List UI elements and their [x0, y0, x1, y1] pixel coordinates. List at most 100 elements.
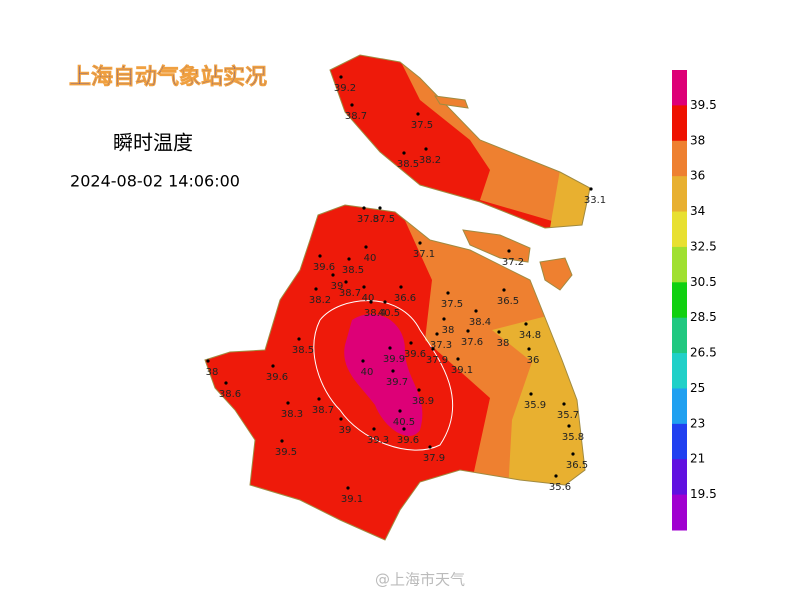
- station-value: 37.9: [423, 453, 445, 464]
- station-value: 33.1: [584, 195, 606, 206]
- legend-swatch: [672, 105, 687, 142]
- station-dot: [507, 249, 511, 253]
- station-value: 39.6: [313, 262, 335, 273]
- legend: 39.5 38 36 34 32.5 30.5 28.5 26.5 25 23 21 19.5: [672, 70, 717, 531]
- legend-label: 19.5: [690, 487, 717, 501]
- legend-swatch: [672, 70, 687, 106]
- legend-label: 25: [690, 381, 705, 395]
- legend-swatch: [672, 282, 687, 319]
- station-value: 37.2: [502, 257, 524, 268]
- station-dot: [362, 285, 366, 289]
- station-dot: [554, 474, 558, 478]
- legend-swatch: [672, 211, 687, 248]
- timestamp: 2024-08-02 14:06:00: [70, 172, 240, 191]
- station-dot: [224, 381, 228, 385]
- station-value: 37.3: [430, 340, 452, 351]
- station-dot: [347, 257, 351, 261]
- station-value: 39.3: [367, 435, 389, 446]
- station-dot: [317, 397, 321, 401]
- legend-label: 28.5: [690, 310, 717, 324]
- station-value: 35.7: [557, 410, 579, 421]
- legend-label: 26.5: [690, 346, 717, 360]
- station-dot: [318, 254, 322, 258]
- chongming-border: [329, 54, 591, 229]
- station-dot: [314, 287, 318, 291]
- watermark: @上海市天气: [375, 571, 465, 589]
- mainland: [205, 205, 585, 540]
- station-value: 39.6: [404, 349, 426, 360]
- station-dot: [435, 332, 439, 336]
- station-dot: [474, 309, 478, 313]
- station-dot: [344, 280, 348, 284]
- station-dot: [378, 206, 382, 210]
- station-value: 38.5: [397, 159, 419, 170]
- station-value: 35.6: [549, 482, 571, 493]
- station-dot: [339, 417, 343, 421]
- station-dot: [431, 347, 435, 351]
- station-value: 38.5: [292, 345, 314, 356]
- station-dot: [524, 322, 528, 326]
- station-dot: [417, 388, 421, 392]
- station-dot: [424, 147, 428, 151]
- legend-swatch: [672, 423, 687, 460]
- station-dot: [446, 291, 450, 295]
- station-value: 39.6: [266, 372, 288, 383]
- station-value: 40: [361, 367, 374, 378]
- station-value: 39: [339, 425, 352, 436]
- station-dot: [562, 402, 566, 406]
- station-dot: [402, 151, 406, 155]
- station-dot: [388, 346, 392, 350]
- station-dot: [456, 357, 460, 361]
- legend-swatch: [672, 494, 687, 531]
- station-value: 37.9: [426, 355, 448, 366]
- legend-swatch: [672, 388, 687, 425]
- station-dot: [346, 486, 350, 490]
- legend-swatch: [672, 246, 687, 283]
- station-dot: [398, 409, 402, 413]
- legend-label: 34: [690, 204, 705, 218]
- station-dot: [391, 369, 395, 373]
- station-value: 34.8: [519, 330, 541, 341]
- station-value: 37.5: [373, 214, 395, 225]
- station-dot: [416, 112, 420, 116]
- stations: 39.238.737.538.5 38.233.137.837.540 37.137…: [206, 75, 606, 505]
- station-value: 39.7: [386, 377, 408, 388]
- legend-swatch: [672, 176, 687, 213]
- station-value: 38.6: [219, 389, 241, 400]
- station-dot: [527, 347, 531, 351]
- station-value: 39.9: [383, 354, 405, 365]
- station-value: 36: [527, 355, 540, 366]
- legend-swatch: [672, 140, 687, 177]
- station-dot: [297, 337, 301, 341]
- station-dot: [399, 285, 403, 289]
- station-dot: [271, 364, 275, 368]
- legend-swatch: [672, 353, 687, 389]
- station-dot: [339, 75, 343, 79]
- station-value: 38.7: [312, 405, 334, 416]
- station-value: 37.1: [413, 249, 435, 260]
- legend-swatch: [672, 459, 687, 496]
- station-value: 39.5: [275, 447, 297, 458]
- legend-label: 36: [690, 169, 705, 183]
- station-dot: [350, 103, 354, 107]
- station-value: 39: [331, 281, 344, 292]
- station-dot: [571, 452, 575, 456]
- station-value: 38.9: [412, 396, 434, 407]
- station-value: 37.5: [441, 299, 463, 310]
- island: [434, 95, 469, 109]
- station-value: 38: [497, 338, 510, 349]
- station-value: 39.1: [451, 365, 473, 376]
- station-value: 37.8: [357, 214, 379, 225]
- subtitle: 瞬时温度: [113, 131, 193, 155]
- station-value: 38.7: [339, 288, 361, 299]
- station-dot: [428, 445, 432, 449]
- station-dot: [529, 392, 533, 396]
- station-dot: [466, 329, 470, 333]
- station-dot: [402, 427, 406, 431]
- island: [462, 229, 531, 263]
- station-dot: [502, 288, 506, 292]
- station-dot: [418, 241, 422, 245]
- station-value: 39.2: [334, 83, 356, 94]
- legend-label: 38: [690, 133, 705, 147]
